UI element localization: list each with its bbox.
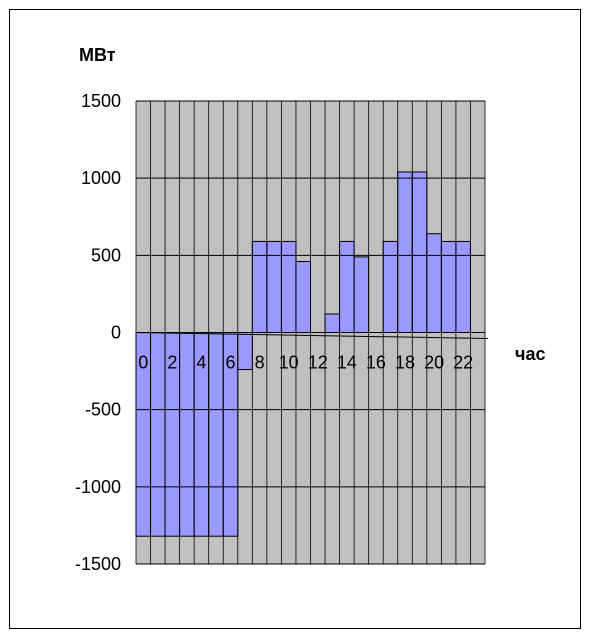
bar-hour-18 — [397, 171, 413, 333]
x-tick-label: 10 — [279, 353, 299, 373]
x-tick-label: 2 — [167, 353, 177, 373]
x-tick-label: 20 — [424, 353, 444, 373]
bar-hour-5 — [208, 332, 224, 537]
bar-hour-15 — [353, 256, 370, 334]
x-tick-label: 4 — [196, 353, 206, 373]
y-tick-label: -1500 — [75, 554, 121, 574]
bar-hour-13 — [324, 313, 341, 334]
y-axis-label: МВт — [79, 45, 116, 65]
bar-hour-7 — [237, 332, 253, 371]
x-tick-label: 12 — [308, 353, 328, 373]
x-tick-label: 22 — [453, 353, 473, 373]
y-tick-label: -1000 — [75, 477, 121, 497]
bar-hour-19 — [411, 171, 428, 333]
x-axis-label: час — [515, 344, 546, 364]
x-tick-label: 6 — [226, 353, 236, 373]
x-tick-label: 8 — [255, 353, 265, 373]
y-tick-label: 1500 — [81, 91, 121, 111]
x-tick-label: 18 — [395, 353, 415, 373]
x-tick-label: 14 — [337, 353, 357, 373]
y-tick-label: 1000 — [81, 168, 121, 188]
x-tick-label: 0 — [138, 353, 148, 373]
y-tick-label: 0 — [111, 323, 121, 343]
bar-hour-11 — [295, 261, 312, 333]
bar-hour-3 — [179, 332, 195, 537]
x-tick-label: 16 — [366, 353, 386, 373]
y-tick-label: -500 — [85, 400, 121, 420]
bar-hour-20 — [426, 233, 442, 333]
y-tick-label: 500 — [91, 245, 121, 265]
bar-hour-1 — [150, 332, 166, 537]
x-axis-line — [135, 332, 489, 339]
